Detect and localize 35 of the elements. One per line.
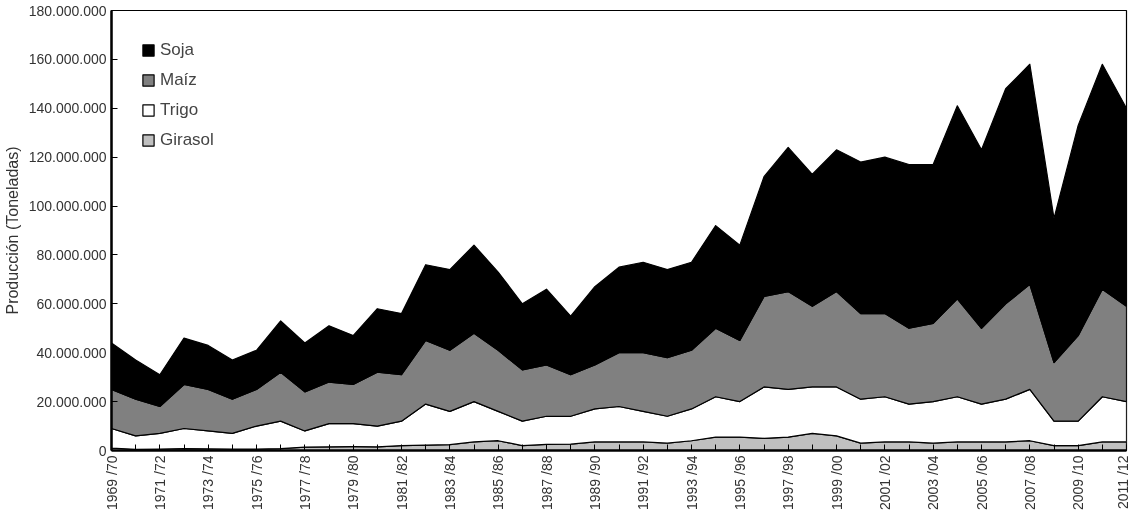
- x-tick-label: 1973 /74: [200, 455, 217, 510]
- y-tick-label: 20.000.000: [36, 393, 107, 410]
- x-tick-label: 2003 /04: [925, 455, 942, 510]
- x-tick-label: 1989 /90: [586, 455, 603, 510]
- x-tick-label: 1983 /84: [441, 455, 458, 510]
- y-tick-label: 140.000.000: [28, 100, 107, 117]
- y-tick-label: 180.000.000: [28, 2, 107, 19]
- y-axis-title: Producción (Toneladas): [3, 146, 21, 315]
- x-tick-label: 2005 /06: [973, 455, 990, 510]
- y-tick-label: 100.000.000: [28, 198, 107, 215]
- y-tick-label: 120.000.000: [28, 149, 107, 166]
- x-tick-label: 1987 /88: [538, 455, 555, 510]
- x-tick-label: 1999 /00: [828, 455, 845, 510]
- y-tick-label: 80.000.000: [36, 246, 107, 263]
- x-tick-label: 1985 /86: [490, 455, 507, 510]
- x-tick-label: 2009 /10: [1070, 455, 1087, 510]
- x-tick-label: 1979 /80: [345, 455, 362, 510]
- y-tick-label: 60.000.000: [36, 295, 107, 312]
- legend-label: Maíz: [160, 70, 197, 90]
- x-tick-label: 1981 /82: [393, 455, 410, 510]
- x-tick-label: 1995 /96: [731, 455, 748, 510]
- x-tick-label: 2001 /02: [876, 455, 893, 510]
- x-tick-label: 1993 /94: [683, 455, 700, 510]
- y-tick-label: 160.000.000: [28, 51, 107, 68]
- x-tick-label: 1975 /76: [248, 455, 265, 510]
- x-tick-label: 1977 /78: [296, 455, 313, 510]
- y-tick-label: 40.000.000: [36, 344, 107, 361]
- x-tick-label: 1997 /98: [780, 455, 797, 510]
- legend-label: Trigo: [160, 100, 199, 120]
- legend-label: Soja: [160, 40, 195, 60]
- x-tick-label: 1991 /92: [635, 455, 652, 510]
- x-tick-label: 2007 /08: [1021, 455, 1038, 510]
- x-tick-label: 1971 /72: [151, 455, 168, 510]
- legend-label: Girasol: [160, 130, 214, 150]
- x-tick-label: 2011 /12: [1114, 455, 1130, 509]
